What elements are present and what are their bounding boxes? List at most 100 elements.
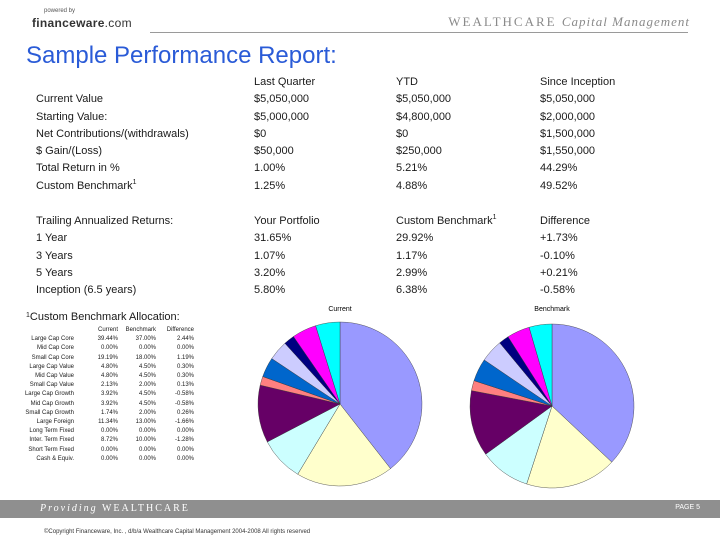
allocation-label: Short Term Fixed: [28, 446, 74, 453]
trailing-value: -0.58%: [540, 284, 575, 297]
trailing-value: +1.73%: [540, 232, 578, 245]
allocation-value: 10.00%: [135, 437, 156, 444]
allocation-label: Small Cap Value: [29, 382, 74, 389]
allocation-value: 0.00%: [138, 446, 156, 453]
financeware-logo: powered by financeware.com: [30, 8, 132, 36]
allocation-header: Benchmark: [125, 327, 156, 333]
allocation-label: Inter. Term Fixed: [29, 437, 74, 444]
trailing-value: 31.65%: [254, 232, 292, 245]
allocation-value: 0.30%: [176, 373, 194, 380]
allocation-header: Current: [97, 327, 118, 333]
allocation-value: -0.58%: [174, 391, 194, 398]
trailing-value: 1.17%: [396, 249, 428, 262]
trailing-header: Difference: [540, 215, 590, 227]
footer-tagline: Providing WEALTHCARE: [40, 503, 190, 514]
summary-value: $50,000: [254, 145, 294, 158]
allocation-value: 0.00%: [138, 455, 156, 462]
allocation-value: 18.00%: [135, 354, 156, 361]
allocation-value: 0.00%: [100, 446, 118, 453]
copyright: ©Copyright Financeware, Inc. , d/b/a Wea…: [44, 529, 311, 535]
allocation-row: Large Cap Core 39.44% 37.00% 2.44%: [22, 335, 194, 344]
summary-label: Custom Benchmark1: [36, 178, 137, 192]
summary-value: $0: [396, 127, 409, 140]
summary-value: 1.00%: [254, 162, 286, 175]
trailing-label: 1 Year: [36, 232, 68, 245]
allocation-row: Long Term Fixed 0.00% 0.00% 0.00%: [22, 427, 194, 436]
allocation-value: 4.50%: [138, 363, 156, 370]
summary-label: Starting Value:: [36, 110, 108, 123]
allocation-row: Short Term Fixed 0.00% 0.00% 0.00%: [22, 446, 194, 455]
summary-value: $2,000,000: [540, 110, 596, 123]
trailing-header: Your Portfolio: [254, 215, 320, 227]
allocation-label: Large Cap Value: [29, 363, 74, 370]
allocation-value: 0.00%: [176, 345, 194, 352]
allocation-value: 1.19%: [176, 354, 194, 361]
allocation-header-row: Current Benchmark Difference: [22, 326, 194, 335]
allocation-value: 4.80%: [100, 373, 118, 380]
allocation-value: 13.00%: [135, 419, 156, 426]
summary-col-ytd: YTD $5,050,000 $4,800,000 $0 $250,000 5.…: [396, 74, 451, 195]
summary-labels: Current Value Starting Value: Net Contri…: [36, 91, 189, 195]
allocation-value: 0.26%: [176, 409, 194, 416]
allocation-label: Small Cap Core: [31, 354, 74, 361]
allocation-value: 37.00%: [135, 336, 156, 343]
allocation-value: 0.00%: [100, 428, 118, 435]
summary-value: $5,050,000: [396, 93, 452, 106]
allocation-label: Long Term Fixed: [29, 428, 74, 435]
allocation-value: 39.44%: [97, 336, 118, 343]
allocation-value: 3.92%: [100, 400, 118, 407]
allocation-value: -0.58%: [174, 400, 194, 407]
allocation-label: Mid Cap Growth: [30, 400, 74, 407]
allocation-label: Large Foreign: [36, 419, 74, 426]
allocation-value: 0.00%: [138, 345, 156, 352]
pie-current: [257, 321, 423, 487]
allocation-value: 2.00%: [138, 409, 156, 416]
allocation-value: 0.00%: [100, 455, 118, 462]
pie-slice-small-cap-core: [297, 403, 391, 487]
summary-value: 1.25%: [254, 179, 286, 192]
allocation-row: Large Cap Value 4.80% 4.50% 0.30%: [22, 363, 194, 372]
allocation-value: -1.28%: [174, 437, 194, 444]
trailing-value: -0.10%: [540, 249, 575, 262]
summary-value: $5,000,000: [254, 110, 310, 123]
summary-label: Net Contributions/(withdrawals): [36, 127, 189, 140]
allocation-value: 3.92%: [100, 391, 118, 398]
allocation-row: Large Foreign 11.34% 13.00% -1.66%: [22, 418, 194, 427]
pie-slice-large-cap-core: [339, 321, 423, 469]
allocation-row: Cash & Equiv. 0.00% 0.00% 0.00%: [22, 455, 194, 464]
summary-header: Last Quarter: [254, 76, 316, 88]
pie-benchmark: [469, 323, 635, 489]
pie-slice-large-foreign: [469, 390, 553, 455]
allocation-label: Mid Cap Value: [35, 373, 74, 380]
trailing-col-difference: Difference +1.73% -0.10% +0.21% -0.58%: [540, 213, 590, 299]
trailing-value: 5.80%: [254, 284, 286, 297]
allocation-label: Large Cap Growth: [24, 391, 74, 398]
trailing-col-benchmark: Custom Benchmark1 29.92% 1.17% 2.99% 6.3…: [396, 213, 497, 299]
summary-value: $1,550,000: [540, 145, 596, 158]
allocation-value: 0.00%: [176, 428, 194, 435]
pie-slice-large-cap-core: [551, 323, 635, 463]
trailing-value: 1.07%: [254, 249, 286, 262]
allocation-row: Mid Cap Value 4.80% 4.50% 0.30%: [22, 372, 194, 381]
summary-header: Since Inception: [540, 76, 616, 88]
allocation-value: 0.00%: [100, 345, 118, 352]
trailing-header-label: Trailing Annualized Returns:: [36, 215, 174, 227]
allocation-label: Mid Cap Core: [36, 345, 74, 352]
allocation-value: 19.19%: [97, 354, 118, 361]
allocation-caption: 1Custom Benchmark Allocation:: [26, 311, 180, 323]
summary-value: 49.52%: [540, 179, 578, 192]
allocation-label: Large Cap Core: [31, 336, 74, 343]
allocation-value: 11.34%: [98, 419, 118, 426]
allocation-table: Current Benchmark Difference Large Cap C…: [22, 326, 194, 464]
allocation-value: 0.13%: [176, 382, 194, 389]
allocation-value: 2.44%: [176, 336, 194, 343]
wealthcare-title: WEALTHCARE Capital Management: [448, 14, 690, 29]
allocation-label: Small Cap Growth: [25, 409, 74, 416]
logo-powered-by: powered by: [44, 8, 76, 14]
summary-value: $0: [254, 127, 267, 140]
allocation-header: Difference: [166, 327, 194, 333]
summary-value: $5,050,000: [540, 93, 596, 106]
pie-slice-small-cap-core: [526, 405, 613, 489]
allocation-value: 0.00%: [176, 446, 194, 453]
logo-brand: financeware.com: [32, 16, 132, 30]
